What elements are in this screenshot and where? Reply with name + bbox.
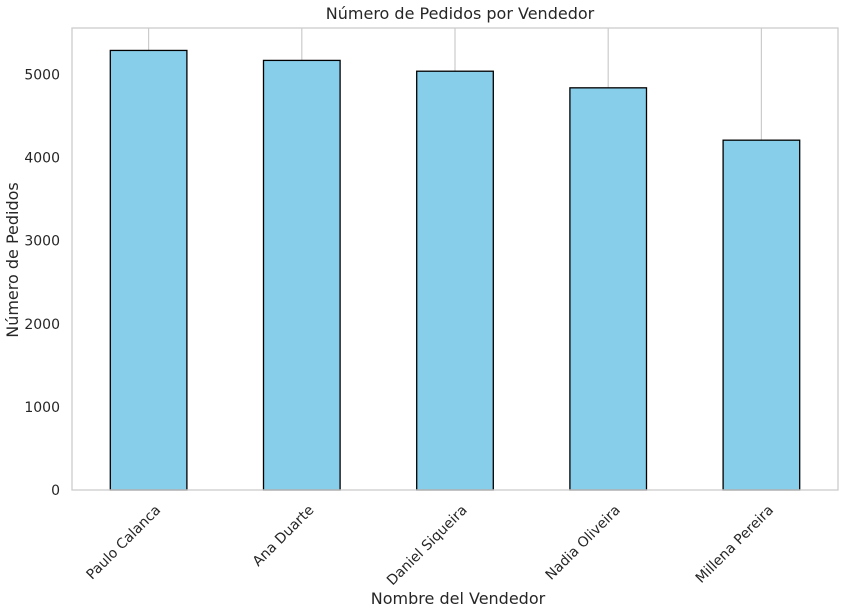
y-tick-label: 4000 (24, 151, 60, 167)
bar-millena-pereira (722, 139, 801, 491)
y-tick-label: 3000 (24, 234, 60, 250)
x-axis-title: Nombre del Vendedor (371, 589, 546, 608)
x-tick-label: Paulo Calanca (83, 502, 164, 583)
bars (109, 49, 801, 491)
bar-daniel-siqueira (416, 70, 494, 491)
x-tick-label: Daniel Siqueira (384, 502, 471, 589)
bar-ana-duarte (262, 59, 341, 491)
y-tick-label: 5000 (24, 68, 60, 84)
y-tick-label: 2000 (24, 317, 60, 333)
y-tick-label: 1000 (24, 400, 60, 416)
bar-paulo-calanca (109, 49, 188, 491)
x-tick-label: Millena Pereira (693, 502, 777, 586)
chart-title: Número de Pedidos por Vendedor (326, 4, 595, 23)
x-tick-label: Nadia Oliveira (543, 502, 624, 583)
y-axis-title: Número de Pedidos (3, 182, 22, 338)
bar-nadia-oliveira (569, 87, 648, 491)
x-tick-label: Ana Duarte (250, 502, 318, 570)
x-axis-ticks: Paulo Calanca Ana Duarte Daniel Siqueira Na… (83, 502, 777, 589)
plot-frame (71, 27, 839, 491)
y-tick-label: 0 (51, 483, 60, 499)
y-axis-ticks: 0 1000 2000 3000 4000 5000 (24, 68, 60, 499)
